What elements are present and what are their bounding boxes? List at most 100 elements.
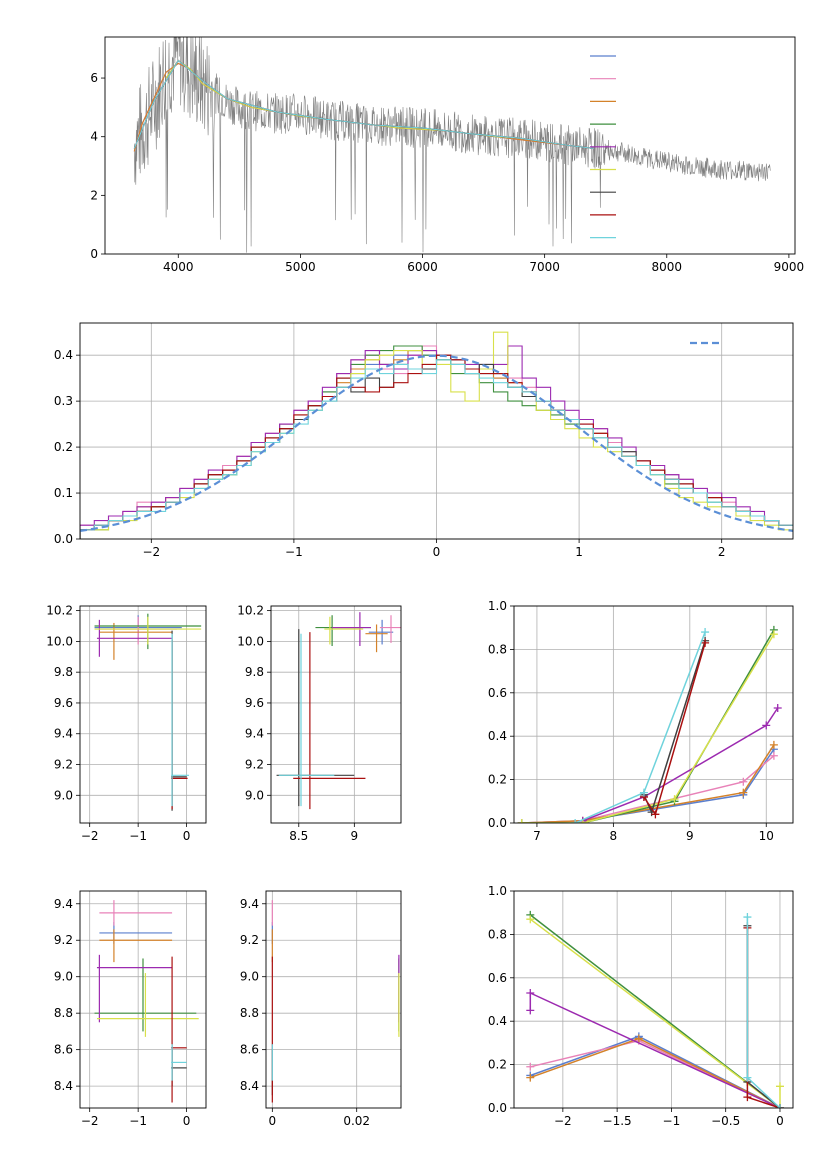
- y-tick-label: 0.4: [54, 348, 73, 362]
- plus-marker: [769, 751, 778, 760]
- axes-frame: [79, 322, 794, 540]
- plus-marker: [526, 915, 535, 924]
- x-tick-label: −1: [663, 1114, 681, 1128]
- x-tick-label: −2: [554, 1114, 572, 1128]
- y-tick-label: 1.0: [488, 884, 507, 898]
- plus-marker: [571, 819, 580, 823]
- y-tick-label: 0.0: [488, 816, 507, 830]
- y-tick-label: 9.6: [54, 696, 73, 710]
- mass-weight-line: [746, 927, 781, 1108]
- x-tick-label: −2: [142, 545, 160, 559]
- mass-weight-line: [574, 631, 706, 823]
- axes-frame: [104, 36, 796, 255]
- histogram-step: [80, 359, 793, 539]
- error-bar-point: [171, 1049, 187, 1087]
- plus-marker: [634, 1034, 643, 1043]
- x-tick-label: −0.5: [711, 1114, 740, 1128]
- error-bar-point: [324, 616, 364, 645]
- error-bar-point: [99, 929, 173, 963]
- plus-marker: [743, 913, 752, 922]
- error-bar-point: [171, 956, 187, 1103]
- y-tick-label: 8.4: [240, 1079, 259, 1093]
- mass-weight-line: [582, 707, 779, 822]
- y-tick-label: 9.0: [240, 970, 259, 984]
- mass-weight-line: [521, 744, 775, 823]
- plus-marker: [739, 777, 748, 786]
- legend: [590, 55, 616, 239]
- y-tick-label: 0.4: [488, 1014, 507, 1028]
- plus-marker: [526, 1006, 535, 1015]
- x-tick-label: 0: [433, 545, 441, 559]
- error-bar-point: [293, 632, 366, 810]
- plus-marker: [743, 1073, 752, 1082]
- y-tick-label: 8.6: [240, 1043, 259, 1057]
- panel-4: 7 8 9 10 0.0 0.2 0.4 0.6 0.8 1.0: [488, 599, 794, 843]
- plus-marker: [775, 1082, 784, 1091]
- plus-marker: [769, 740, 778, 749]
- y-tick-label: 9.2: [245, 758, 264, 772]
- plus-marker: [670, 795, 679, 804]
- y-tick-label: 9.0: [245, 788, 264, 802]
- y-tick-label: 9.6: [245, 696, 264, 710]
- mass-weight-line: [521, 633, 775, 823]
- x-tick-label: −1: [285, 545, 303, 559]
- y-tick-label: 0.4: [488, 729, 507, 743]
- plus-marker: [639, 788, 648, 797]
- panel-2: −2 −1 0 9.0 9.2 9.4 9.6 9.8 10.0 10.2: [46, 604, 207, 843]
- y-tick-label: 9.0: [54, 788, 73, 802]
- y-tick-label: 9.8: [54, 665, 73, 679]
- x-tick-label: 2: [718, 545, 726, 559]
- plot-area: [271, 900, 400, 1103]
- plus-marker: [517, 819, 526, 823]
- y-tick-label: 10.0: [46, 634, 73, 648]
- x-tick-label: 7: [533, 829, 541, 843]
- x-tick-label: 8: [610, 829, 618, 843]
- y-tick-label: 9.2: [240, 933, 259, 947]
- plot-area: [133, 37, 771, 253]
- y-tick-label: 8.8: [240, 1006, 259, 1020]
- x-tick-label: 0: [183, 829, 191, 843]
- y-tick-label: 9.0: [54, 970, 73, 984]
- y-tick-label: 9.4: [54, 727, 73, 741]
- mass-weight-line: [746, 925, 781, 1108]
- y-tick-label: 0.0: [54, 532, 73, 546]
- model-spectrum-line: [165, 59, 521, 139]
- x-tick-label: 8000: [651, 260, 682, 274]
- plus-marker: [526, 1073, 535, 1082]
- x-tick-label: −1: [129, 829, 147, 843]
- x-tick-label: 9: [351, 829, 359, 843]
- y-tick-label: 9.2: [54, 758, 73, 772]
- error-bar-point: [379, 615, 401, 643]
- gaussian-reference-curve: [80, 354, 793, 532]
- x-tick-label: 5000: [285, 260, 316, 274]
- panel-7: −2 −1.5 −1 −0.5 0 0.0 0.2 0.4 0.6 0.8 1.0: [488, 884, 794, 1128]
- y-tick-label: 0.2: [488, 1058, 507, 1072]
- y-tick-label: 9.4: [245, 727, 264, 741]
- y-tick-label: 8.6: [54, 1043, 73, 1057]
- y-tick-label: 0.2: [488, 773, 507, 787]
- error-bar-point: [368, 619, 394, 645]
- error-bar-point: [96, 619, 173, 657]
- x-tick-label: −2: [81, 829, 99, 843]
- x-tick-label: −1.5: [603, 1114, 632, 1128]
- x-tick-label: −2: [81, 1114, 99, 1128]
- x-tick-label: 9000: [774, 260, 805, 274]
- x-tick-label: 9: [686, 829, 694, 843]
- x-tick-label: 0: [269, 1114, 277, 1128]
- mass-weight-line: [529, 918, 781, 1108]
- x-tick-label: 0.02: [343, 1114, 370, 1128]
- error-bar-point: [171, 633, 190, 807]
- plus-marker: [701, 638, 710, 647]
- error-bar-point: [365, 624, 388, 653]
- panel-1: −2 −1 0 1 2 0.0 0.1 0.2 0.3 0.4: [54, 322, 794, 559]
- axes-frame: [265, 890, 402, 1109]
- error-bar-point: [171, 1044, 187, 1081]
- plus-marker: [526, 988, 535, 997]
- panel-3: 8.5 9 9.0 9.2 9.4 9.6 9.8 10.0 10.2: [237, 604, 402, 843]
- mass-weight-line: [746, 917, 781, 1108]
- axes-frame: [79, 605, 207, 824]
- y-tick-label: 0.8: [488, 927, 507, 941]
- plot-area: [94, 900, 199, 1103]
- plus-marker: [775, 1104, 784, 1108]
